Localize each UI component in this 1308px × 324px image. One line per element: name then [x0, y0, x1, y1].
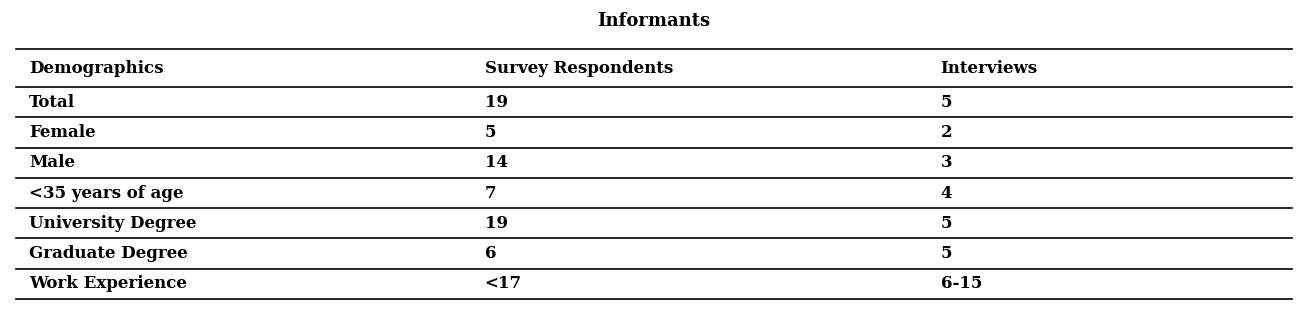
- Text: 5: 5: [485, 124, 496, 141]
- Text: 2: 2: [940, 124, 952, 141]
- Text: Demographics: Demographics: [29, 60, 164, 76]
- Text: Interviews: Interviews: [940, 60, 1037, 76]
- Text: <35 years of age: <35 years of age: [29, 185, 183, 202]
- Text: 7: 7: [485, 185, 496, 202]
- Text: Total: Total: [29, 94, 75, 111]
- Text: 14: 14: [485, 154, 508, 171]
- Text: University Degree: University Degree: [29, 215, 196, 232]
- Text: 5: 5: [940, 94, 952, 111]
- Text: 3: 3: [940, 154, 952, 171]
- Text: 19: 19: [485, 215, 508, 232]
- Text: Female: Female: [29, 124, 95, 141]
- Text: 5: 5: [940, 245, 952, 262]
- Text: Work Experience: Work Experience: [29, 275, 187, 292]
- Text: Informants: Informants: [598, 12, 710, 30]
- Text: 6-15: 6-15: [940, 275, 982, 292]
- Text: <17: <17: [485, 275, 522, 292]
- Text: Survey Respondents: Survey Respondents: [485, 60, 672, 76]
- Text: Graduate Degree: Graduate Degree: [29, 245, 187, 262]
- Text: 6: 6: [485, 245, 496, 262]
- Text: 19: 19: [485, 94, 508, 111]
- Text: 4: 4: [940, 185, 952, 202]
- Text: 5: 5: [940, 215, 952, 232]
- Text: Male: Male: [29, 154, 75, 171]
